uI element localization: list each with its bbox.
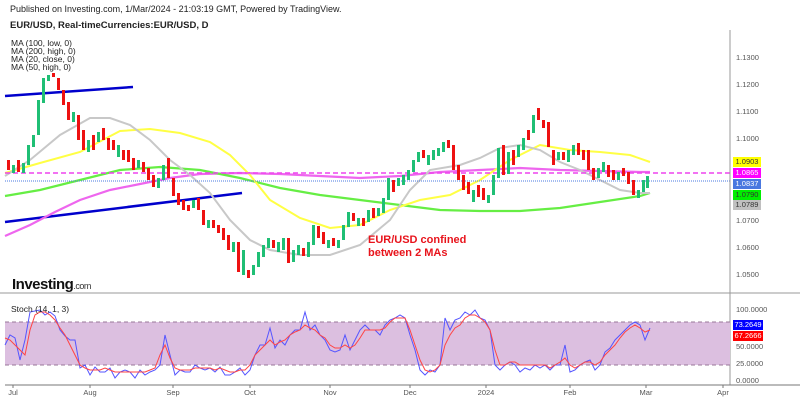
stoch-panel	[4, 309, 730, 379]
logo-suffix: .com	[73, 281, 91, 291]
upper-trendline	[4, 85, 134, 98]
ma20-price-tag: 1.0789	[733, 200, 761, 210]
price-axis-label: 1.1300	[736, 53, 759, 62]
current-price-tag: 1.0837	[733, 179, 761, 189]
stoch-axis-label: 0.0000	[736, 376, 759, 385]
price-axis-label: 1.0500	[736, 270, 759, 279]
ma-legend-item: MA (100, low, 0)	[11, 38, 72, 48]
x-axis-label: Mar	[639, 388, 653, 397]
annotation-line: EUR/USD confined	[368, 234, 467, 246]
price-panel	[4, 73, 730, 278]
x-axis-label: Feb	[563, 388, 577, 397]
price-axis-label: 1.0600	[736, 243, 759, 252]
ma50-line	[4, 127, 651, 230]
price-axis-label: 1.1000	[736, 134, 759, 143]
investing-logo: Investing.com	[12, 276, 91, 293]
ma-legend-item: MA (50, high, 0)	[11, 62, 72, 72]
chart-annotation: EUR/USD confined between 2 MAs	[368, 234, 466, 260]
x-axis-label: Oct	[244, 388, 256, 397]
ma200-price-tag: 1.0865	[733, 168, 761, 178]
price-axis-label: 1.0700	[736, 216, 759, 225]
stoch-axis-label: 100.0000	[736, 305, 768, 314]
x-axis-label: Nov	[323, 388, 337, 397]
candles	[7, 73, 649, 278]
annotation-line: between 2 MAs	[368, 247, 448, 259]
lower-trendline	[4, 191, 243, 224]
x-axis-label: Jul	[8, 388, 18, 397]
stoch-k-tag: 73.2649	[733, 320, 763, 330]
price-axis-label: 1.1200	[736, 80, 759, 89]
stoch-d-tag: 67.2666	[733, 331, 763, 341]
ma-legend-item: MA (20, close, 0)	[11, 54, 75, 64]
logo-main: Investing	[12, 276, 74, 293]
ma-legend: MA (100, low, 0) MA (200, high, 0) MA (2…	[11, 38, 76, 72]
x-axis-label: Dec	[403, 388, 417, 397]
x-axis-label: 2024	[477, 388, 495, 397]
x-axis-label: Aug	[83, 388, 97, 397]
ma200-line	[4, 166, 650, 238]
ma50-price-tag: 1.0903	[733, 157, 761, 167]
stoch-axis-label: 50.0000	[736, 342, 764, 351]
x-axis-label: Apr	[717, 388, 729, 397]
price-axis-label: 1.1100	[736, 107, 759, 116]
stoch-k-line	[4, 309, 651, 379]
x-axis-label: Sep	[166, 388, 180, 397]
ma100-price-tag: 1.0790	[733, 190, 761, 200]
ma20-line	[4, 117, 650, 256]
stoch-title: Stoch (14, 1, 3)	[11, 304, 70, 314]
stoch-d-line	[4, 311, 651, 373]
published-info: Published on Investing.com, 1/Mar/2024 -…	[10, 4, 342, 14]
stoch-band	[5, 322, 730, 365]
ma100-line	[4, 165, 651, 213]
stoch-axis-label: 25.0000	[736, 359, 764, 368]
x-ticks	[12, 385, 724, 388]
symbol-title: EUR/USD, Real-timeCurrencies:EUR/USD, D	[10, 20, 209, 31]
ma-legend-item: MA (200, high, 0)	[11, 46, 76, 56]
